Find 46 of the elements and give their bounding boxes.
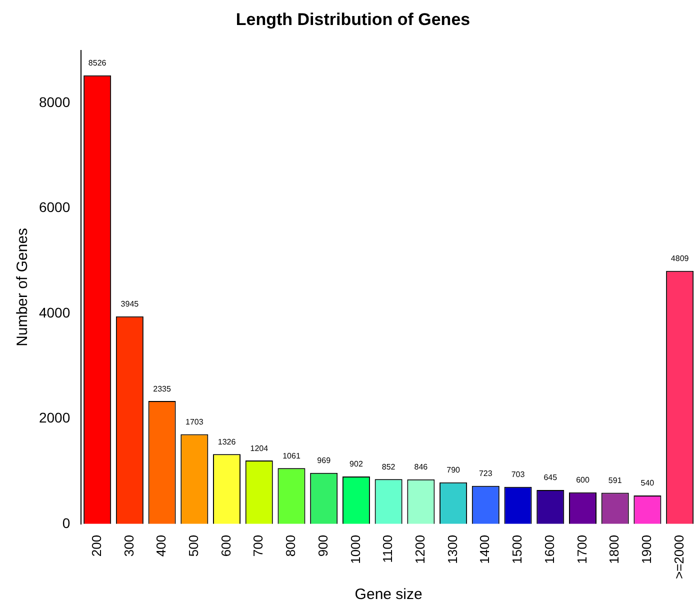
data-label: 540 bbox=[640, 478, 655, 488]
data-label: 846 bbox=[414, 462, 428, 472]
x-tick-label: 700 bbox=[250, 534, 266, 557]
y-tick-label: 0 bbox=[62, 514, 70, 531]
x-tick-label: 1300 bbox=[444, 534, 460, 564]
data-label: 8526 bbox=[88, 58, 107, 68]
x-tick-label: 900 bbox=[315, 534, 330, 557]
data-label: 703 bbox=[511, 470, 526, 480]
y-tick-label: 2000 bbox=[38, 410, 70, 426]
x-tick-label: 1200 bbox=[412, 534, 428, 564]
x-tick-label: 1000 bbox=[348, 534, 363, 564]
data-label: 591 bbox=[608, 476, 622, 486]
data-label: 645 bbox=[544, 473, 558, 482]
y-tick-label: 8000 bbox=[38, 94, 70, 110]
data-label: 1061 bbox=[282, 451, 301, 460]
x-tick-label: 1100 bbox=[380, 534, 396, 563]
data-label: 852 bbox=[382, 462, 396, 472]
x-tick-label: 400 bbox=[154, 534, 169, 557]
data-label: 1326 bbox=[218, 437, 236, 446]
x-tick-label: 200 bbox=[88, 534, 104, 557]
data-label: 1204 bbox=[250, 444, 269, 453]
data-label: 3945 bbox=[120, 300, 140, 309]
data-label: 969 bbox=[317, 456, 332, 466]
y-tick-label: 6000 bbox=[38, 199, 70, 216]
x-tick-label: 600 bbox=[218, 534, 234, 557]
data-label: 902 bbox=[350, 460, 364, 469]
x-tick-label: 1400 bbox=[477, 534, 492, 564]
data-label: 600 bbox=[576, 476, 590, 485]
data-label: 723 bbox=[478, 469, 493, 478]
y-tick-label: 4000 bbox=[38, 304, 70, 320]
x-tick-label: 800 bbox=[283, 534, 298, 557]
data-label: 2335 bbox=[153, 384, 172, 394]
data-label: 4809 bbox=[670, 254, 690, 264]
x-tick-label: 1900 bbox=[639, 534, 654, 564]
data-label: 790 bbox=[446, 466, 461, 475]
x-tick-label: 1700 bbox=[574, 534, 590, 564]
data-label: 1703 bbox=[186, 418, 204, 427]
x-tick-label: >=2000 bbox=[671, 534, 686, 580]
x-tick-label: 1800 bbox=[606, 534, 622, 564]
x-tick-label: 1600 bbox=[542, 534, 557, 564]
x-tick-label: 1500 bbox=[510, 534, 525, 564]
chart-title: Length Distribution of Genes bbox=[236, 10, 470, 29]
x-tick-label: 500 bbox=[186, 534, 201, 557]
y-axis-title: Number of Genes bbox=[14, 228, 32, 346]
x-tick-label: 300 bbox=[121, 534, 136, 557]
x-axis-title: Gene size bbox=[354, 586, 422, 604]
